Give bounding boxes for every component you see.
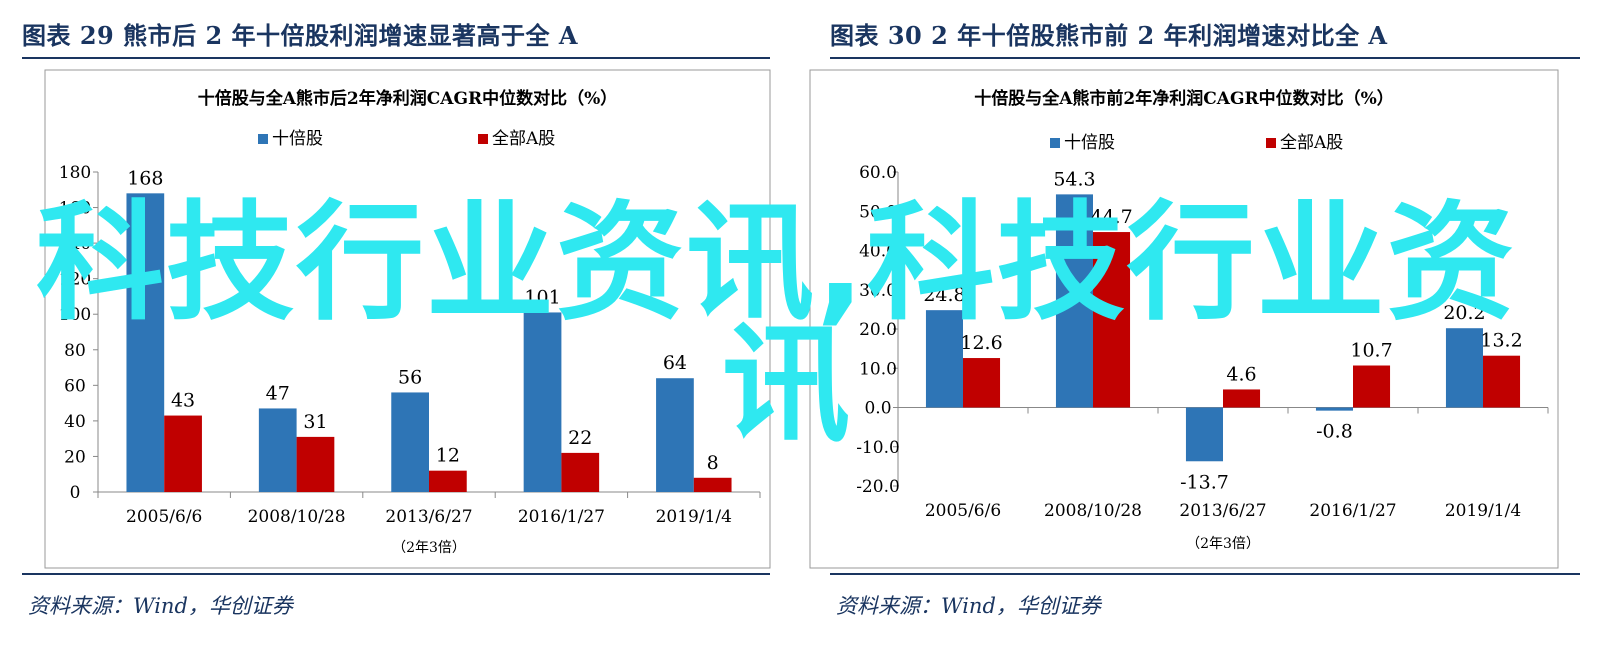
bar <box>164 415 202 492</box>
y-tick-label: 160 <box>59 199 91 219</box>
bar <box>963 358 1001 408</box>
x-axis-note: （2年3倍） <box>1186 536 1260 552</box>
y-tick-label: 20 <box>64 447 86 467</box>
bar <box>925 310 963 408</box>
data-label: 4.6 <box>1226 363 1256 385</box>
data-label: 10.7 <box>1350 340 1392 362</box>
bar-chart-right: 十倍股与全A熊市前2年净利润CAGR中位数对比（%） 十倍股 全部A股 -20.0 -1… <box>809 69 1559 569</box>
data-label: 44.7 <box>1090 206 1132 228</box>
x-tick-label: 2013/6/27 <box>385 507 472 527</box>
x-tick-label: 2016/1/27 <box>518 507 605 527</box>
figure-panel-right: 图表 30 2 年十倍股熊市前 2 年利润增速对比全 A 十倍股与全A熊市前2年… <box>808 0 1602 651</box>
x-tick-label: 2013/6/27 <box>1179 501 1266 521</box>
y-tick-label: 60.0 <box>859 163 897 183</box>
y-tick-label: 180 <box>59 163 91 183</box>
y-tick-label: 60 <box>64 376 86 396</box>
bar <box>523 312 562 492</box>
y-tick-label: 50.0 <box>859 202 897 222</box>
y-tick-label: 120 <box>59 270 91 290</box>
data-label: 13.2 <box>1480 330 1522 352</box>
bar <box>1055 194 1093 408</box>
legend-swatch <box>1266 138 1276 148</box>
legend-swatch <box>478 134 488 144</box>
y-tick-label: 10.0 <box>859 359 897 379</box>
data-label: 20.2 <box>1443 302 1485 324</box>
bar <box>1093 232 1131 408</box>
y-tick-label: 0 <box>70 483 81 503</box>
y-tick-label: 30.0 <box>859 281 897 301</box>
data-label: 43 <box>171 390 195 412</box>
legend-swatch <box>258 134 268 144</box>
data-label: 12 <box>436 445 460 467</box>
bar <box>1445 328 1483 408</box>
x-tick-label: 2005/6/6 <box>126 507 202 527</box>
y-tick-label: 40.0 <box>859 242 897 262</box>
y-tick-label: 80 <box>64 341 86 361</box>
x-axis-note: （2年3倍） <box>392 540 466 556</box>
y-tick-label: -10.0 <box>856 438 900 458</box>
bar <box>126 193 165 493</box>
figure-title: 图表 30 2 年十倍股熊市前 2 年利润增速对比全 A <box>830 21 1388 50</box>
bar <box>429 470 467 492</box>
data-label: 8 <box>707 452 719 474</box>
x-tick-label: 2016/1/27 <box>1309 501 1396 521</box>
x-tick-label: 2008/10/28 <box>248 507 346 527</box>
chart-frame <box>809 69 1559 569</box>
legend-label: 十倍股 <box>1064 133 1115 153</box>
data-label: 22 <box>568 427 592 449</box>
title-rule <box>830 57 1580 59</box>
legend-label: 全部A股 <box>1280 133 1343 153</box>
x-tick-label: 2005/6/6 <box>925 501 1001 521</box>
data-label: -13.7 <box>1180 471 1229 493</box>
source-rule <box>22 573 770 575</box>
data-label: 64 <box>663 352 687 374</box>
y-tick-label: 0.0 <box>864 399 891 419</box>
bar <box>1223 389 1261 408</box>
chart-title: 十倍股与全A熊市前2年净利润CAGR中位数对比（%） <box>974 88 1394 109</box>
x-tick-label: 2019/1/4 <box>656 507 732 527</box>
data-label: 168 <box>127 167 163 189</box>
chart-title: 十倍股与全A熊市后2年净利润CAGR中位数对比（%） <box>198 88 618 109</box>
y-tick-label: 100 <box>59 305 91 325</box>
title-rule <box>22 57 770 59</box>
bar <box>561 452 600 492</box>
source-note: 资料来源：Wind，华创证券 <box>836 594 1101 618</box>
bar <box>693 477 732 492</box>
bar-chart-left: 十倍股与全A熊市后2年净利润CAGR中位数对比（%） 十倍股 全部A股 0 20 40 60… <box>44 69 771 569</box>
data-label: 12.6 <box>960 332 1002 354</box>
data-label: 47 <box>266 382 290 404</box>
watermark-text: 科技行业资讯,科技行业资 <box>36 189 1517 338</box>
bar <box>1185 407 1223 462</box>
bar <box>1353 365 1391 408</box>
y-tick-label: 140 <box>59 234 91 254</box>
y-tick-label: -20.0 <box>856 477 900 497</box>
x-tick-label: 2019/1/4 <box>1445 501 1521 521</box>
figure-title: 图表 29 熊市后 2 年十倍股利润增速显著高于全 A <box>22 21 578 50</box>
legend-swatch <box>1050 138 1060 148</box>
bar <box>1315 407 1353 411</box>
data-label: -0.8 <box>1316 421 1353 443</box>
x-tick-label: 2008/10/28 <box>1044 501 1142 521</box>
data-label: 56 <box>398 366 422 388</box>
data-label: 31 <box>303 411 327 433</box>
legend-label: 十倍股 <box>272 129 323 149</box>
bar <box>1483 355 1521 408</box>
source-note: 资料来源：Wind，华创证券 <box>28 594 293 618</box>
figure-panel-left: 图表 29 熊市后 2 年十倍股利润增速显著高于全 A 十倍股与全A熊市后2年净… <box>0 0 790 651</box>
data-label: 24.8 <box>923 284 965 306</box>
bar <box>391 392 429 492</box>
source-rule <box>830 573 1580 575</box>
legend-label: 全部A股 <box>492 129 555 149</box>
bar <box>258 408 297 492</box>
watermark-text: 讯 <box>722 311 851 460</box>
bar <box>656 378 694 492</box>
bar <box>296 436 335 492</box>
data-label: 101 <box>524 286 560 308</box>
data-label: 54.3 <box>1053 168 1095 190</box>
chart-frame <box>44 69 771 569</box>
y-tick-label: 20.0 <box>859 320 897 340</box>
y-tick-label: 40 <box>64 412 86 432</box>
